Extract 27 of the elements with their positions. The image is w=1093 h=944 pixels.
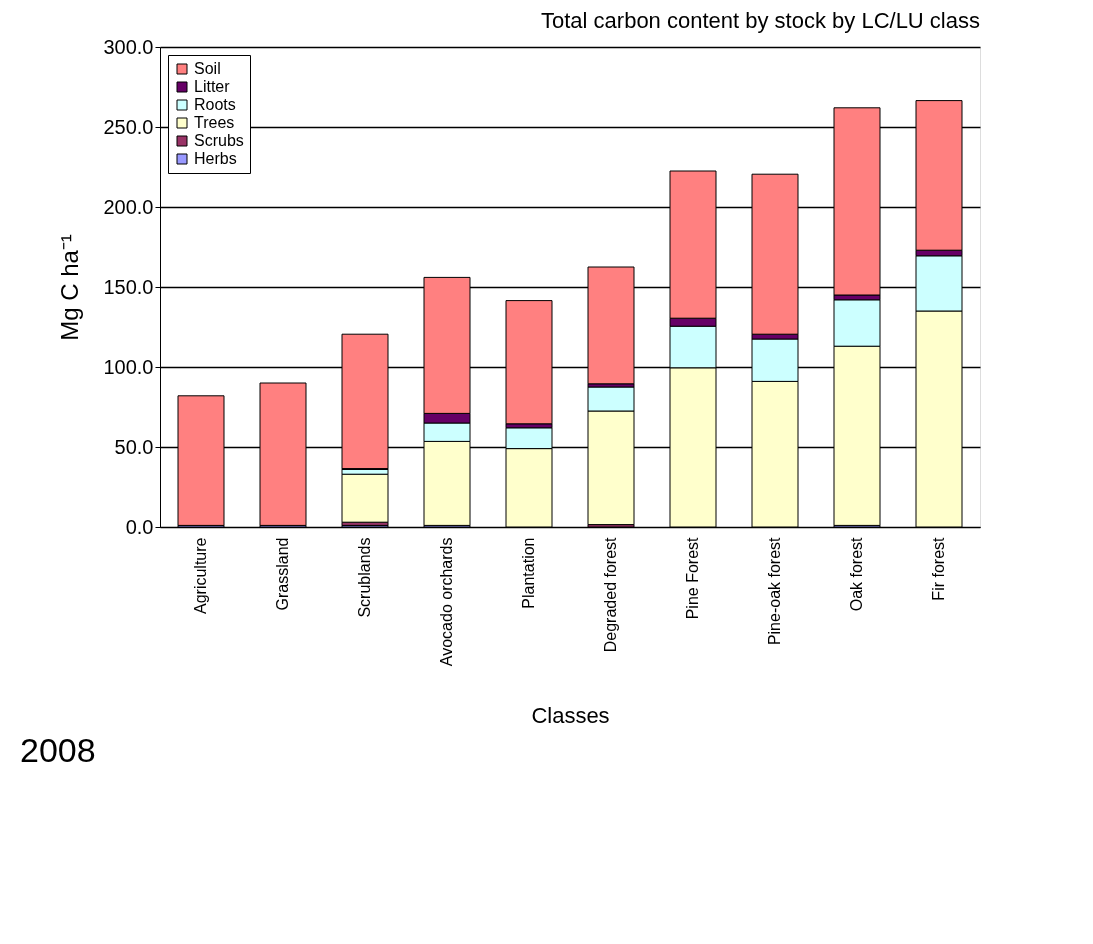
x-tick-label: Pine-oak forest: [766, 536, 783, 646]
y-tick-label: 250.0: [103, 115, 154, 138]
y-tick-label: 200.0: [103, 195, 154, 218]
legend-label: Herbs: [194, 150, 237, 167]
x-tick-label: Oak forest: [848, 536, 865, 612]
y-tick-label: 300.0: [103, 35, 154, 58]
legend-label: Soil: [194, 60, 221, 77]
x-tick-label: Pine Forest: [684, 536, 701, 620]
x-tick-label: Degraded forest: [602, 536, 619, 653]
legend-label: Roots: [194, 96, 236, 113]
y-tick-label: 150.0: [103, 275, 154, 298]
x-tick-label: Fir forest: [930, 536, 947, 601]
x-tick-label: Avocado orchards: [438, 537, 455, 667]
text: 2008: [20, 731, 96, 769]
x-tick-label: Scrublands: [356, 537, 373, 618]
y-axis-title: Mg C ha⁻¹: [56, 234, 84, 341]
legend-label: Litter: [194, 78, 231, 95]
chart-title: Total carbon content by stock by LC/LU class: [541, 8, 980, 33]
y-tick-label: 100.0: [103, 355, 154, 378]
y-tick-label: 50.0: [114, 435, 154, 458]
x-tick-label: Grassland: [274, 537, 291, 611]
x-tick-label: Agriculture: [192, 537, 209, 614]
legend-label: Scrubs: [194, 132, 244, 149]
x-axis-title: Classes: [531, 703, 610, 729]
y-tick-label: 0.0: [125, 515, 154, 538]
x-tick-label: Plantation: [520, 537, 537, 609]
legend-label: Trees: [194, 114, 235, 131]
